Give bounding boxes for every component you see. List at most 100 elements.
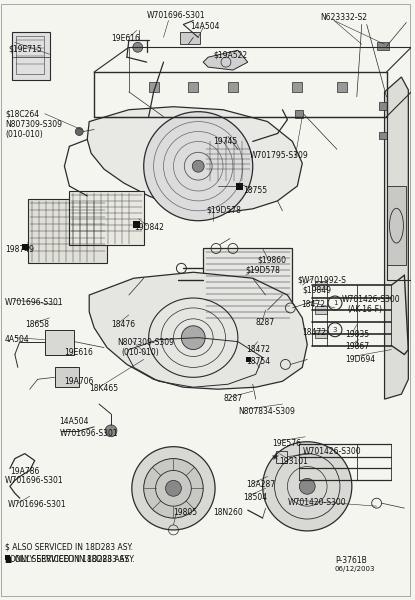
Text: $19D578: $19D578 <box>246 265 281 274</box>
Bar <box>16 37 44 74</box>
Text: 4A504: 4A504 <box>5 335 30 344</box>
Text: 19D694: 19D694 <box>345 355 375 364</box>
Circle shape <box>144 458 203 518</box>
Text: 18N260: 18N260 <box>213 508 243 517</box>
Text: 8287: 8287 <box>256 318 275 327</box>
Text: W701696-S301: W701696-S301 <box>5 298 63 307</box>
Bar <box>337 82 347 92</box>
Text: ★: ★ <box>270 452 279 461</box>
Polygon shape <box>87 107 302 213</box>
Text: 18472: 18472 <box>302 328 326 337</box>
Text: $19D578: $19D578 <box>206 206 241 215</box>
Bar <box>377 43 388 50</box>
Polygon shape <box>385 77 408 399</box>
Text: $W701992-S: $W701992-S <box>297 275 346 284</box>
Bar <box>228 82 238 92</box>
Text: 18504: 18504 <box>243 493 267 502</box>
Circle shape <box>181 326 205 350</box>
Text: W701420-S300: W701420-S300 <box>288 498 346 507</box>
Text: W701795-S309: W701795-S309 <box>250 151 308 160</box>
Bar <box>133 221 138 226</box>
Bar <box>188 82 198 92</box>
Text: 14A504: 14A504 <box>190 22 220 31</box>
Circle shape <box>144 112 253 221</box>
Bar <box>54 367 79 387</box>
Bar <box>236 184 241 189</box>
Bar <box>69 191 144 245</box>
Text: 1: 1 <box>333 300 337 306</box>
Text: 8287: 8287 <box>223 394 242 403</box>
Bar <box>5 555 10 560</box>
Circle shape <box>132 446 215 530</box>
Bar <box>149 82 159 92</box>
Bar <box>246 358 251 362</box>
Text: ■ ONLY SERVICED IN 18D283 ASY.: ■ ONLY SERVICED IN 18D283 ASY. <box>5 555 135 564</box>
Bar <box>293 82 302 92</box>
Text: 19E616: 19E616 <box>64 347 93 356</box>
Bar <box>22 244 29 250</box>
Text: N807834-S309: N807834-S309 <box>238 407 295 416</box>
Text: $19A522: $19A522 <box>213 50 247 59</box>
Bar <box>378 131 386 139</box>
Text: 18658: 18658 <box>25 320 49 329</box>
Bar <box>44 330 74 355</box>
Text: W701696-S301: W701696-S301 <box>146 11 205 20</box>
Text: (AK-16-F): (AK-16-F) <box>347 305 382 314</box>
Text: $19E715: $19E715 <box>8 44 42 53</box>
Polygon shape <box>203 50 248 70</box>
Text: (010-010): (010-010) <box>5 130 43 139</box>
Text: W701426-S300: W701426-S300 <box>302 446 361 455</box>
Text: $19860: $19860 <box>258 256 287 265</box>
Text: W701696-S301: W701696-S301 <box>59 429 118 438</box>
Text: 18476: 18476 <box>111 320 135 329</box>
Text: 18472: 18472 <box>246 344 270 353</box>
Text: $ ALSO SERVICED IN 18D283 ASY.: $ ALSO SERVICED IN 18D283 ASY. <box>5 543 133 552</box>
Circle shape <box>133 43 143 52</box>
Text: 18754: 18754 <box>246 358 270 367</box>
Text: $19849: $19849 <box>302 285 331 294</box>
Text: W701696-S301: W701696-S301 <box>5 476 63 485</box>
Bar <box>295 110 303 118</box>
Circle shape <box>192 160 204 172</box>
Text: 3: 3 <box>333 327 337 333</box>
Text: 198749: 198749 <box>5 245 34 254</box>
Text: N623332-S2: N623332-S2 <box>320 13 367 22</box>
Text: $18C264: $18C264 <box>5 110 39 119</box>
Polygon shape <box>89 272 307 389</box>
Bar <box>181 32 200 44</box>
Text: 18472: 18472 <box>301 300 325 309</box>
Text: 19867: 19867 <box>345 341 369 350</box>
Circle shape <box>76 128 83 136</box>
Text: (010-010): (010-010) <box>121 347 159 356</box>
Text: 19A706: 19A706 <box>64 377 94 386</box>
Text: 06/12/2003: 06/12/2003 <box>335 566 376 572</box>
Text: N807309-S309: N807309-S309 <box>5 119 62 128</box>
Bar <box>276 451 288 463</box>
Text: 193101: 193101 <box>279 457 308 466</box>
Text: 18755: 18755 <box>243 186 267 195</box>
Text: 19835: 19835 <box>345 330 369 339</box>
Bar <box>315 330 327 338</box>
Bar <box>133 221 140 227</box>
Circle shape <box>105 425 117 437</box>
Bar <box>28 199 107 263</box>
Text: 18K465: 18K465 <box>89 384 118 393</box>
Text: 19D842: 19D842 <box>134 223 164 232</box>
Text: W701426-S300: W701426-S300 <box>342 295 400 304</box>
Text: P-3761B: P-3761B <box>335 556 367 565</box>
Circle shape <box>263 442 352 531</box>
Circle shape <box>166 481 181 496</box>
Text: 18A287: 18A287 <box>246 481 275 490</box>
Text: N807309-S309: N807309-S309 <box>117 338 174 347</box>
Text: 19E576: 19E576 <box>273 439 302 448</box>
Text: 14A504: 14A504 <box>59 417 89 426</box>
Text: 19805: 19805 <box>173 508 198 517</box>
Bar <box>12 32 49 80</box>
Bar <box>315 281 327 289</box>
Text: W701696-S301: W701696-S301 <box>8 500 66 509</box>
Bar <box>315 306 327 314</box>
Bar <box>386 186 406 265</box>
Text: 19745: 19745 <box>213 137 237 146</box>
Text: ONLY SERVICED IN 18D283 ASY.: ONLY SERVICED IN 18D283 ASY. <box>5 555 130 564</box>
Bar <box>22 244 27 248</box>
